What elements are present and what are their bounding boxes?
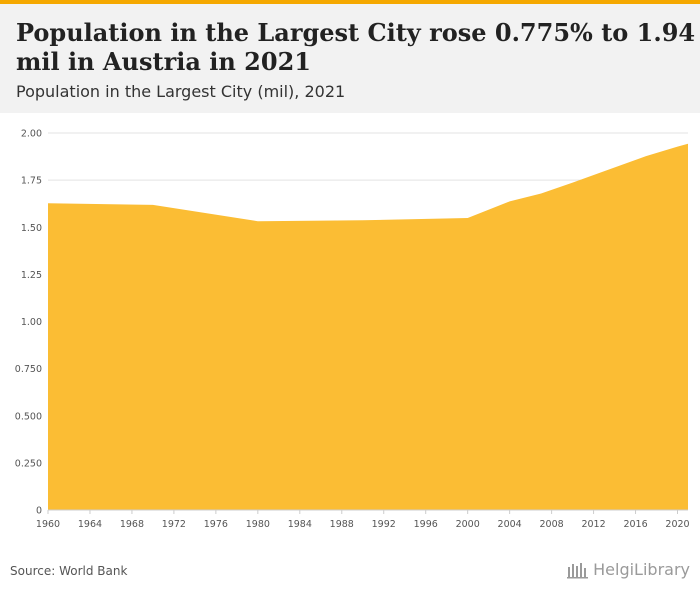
- x-tick-label: 2008: [540, 519, 564, 530]
- x-tick-label: 2016: [623, 519, 647, 530]
- x-tick-label: 1960: [36, 519, 60, 530]
- x-tick-label: 2004: [498, 519, 522, 530]
- x-tick-label: 1988: [330, 519, 354, 530]
- x-tick-label: 1980: [246, 519, 270, 530]
- chart-title: Population in the Largest City rose 0.77…: [16, 18, 696, 76]
- x-tick-label: 1992: [372, 519, 396, 530]
- y-tick-label: 1.25: [21, 270, 42, 281]
- x-tick-label: 1996: [414, 519, 438, 530]
- chart-subtitle: Population in the Largest City (mil), 20…: [16, 82, 346, 101]
- y-tick-label: 1.75: [21, 176, 42, 187]
- y-tick-label: 0.750: [15, 364, 42, 375]
- area-chart: 0 0.250 0.500 0.750 1.00 1.25 1.50 1.75 2.00 196…: [15, 129, 690, 531]
- x-tick-label: 2000: [456, 519, 480, 530]
- y-tick-label: 0.500: [15, 411, 42, 422]
- x-tick-label: 1972: [162, 519, 186, 530]
- x-tick-label: 1984: [288, 519, 312, 530]
- y-tick-label: 2.00: [21, 129, 42, 140]
- logo-text: HelgiLibrary: [593, 560, 690, 579]
- y-axis: 0 0.250 0.500 0.750 1.00 1.25 1.50 1.75 2.00: [15, 129, 42, 517]
- library-logo-icon: [567, 562, 589, 578]
- x-tick-label: 1976: [204, 519, 228, 530]
- y-tick-label: 1.00: [21, 317, 42, 328]
- helgi-library-logo[interactable]: HelgiLibrary: [567, 560, 690, 579]
- x-tick-label: 1968: [120, 519, 144, 530]
- x-tick-label: 2012: [581, 519, 605, 530]
- x-axis: 1960 1964 1968 1972 1976 1980 1984 1988 1992 1996…: [36, 509, 690, 530]
- series-area: [48, 143, 688, 510]
- x-tick-label: 2020: [665, 519, 689, 530]
- accent-bar: [0, 0, 700, 4]
- x-tick-label: 1964: [78, 519, 102, 530]
- y-tick-label: 0.250: [15, 458, 42, 469]
- population-area: [48, 143, 688, 510]
- y-tick-label: 0: [36, 506, 42, 517]
- source-note: Source: World Bank: [10, 564, 128, 578]
- y-tick-label: 1.50: [21, 223, 42, 234]
- chart-header: Population in the Largest City rose 0.77…: [0, 4, 700, 113]
